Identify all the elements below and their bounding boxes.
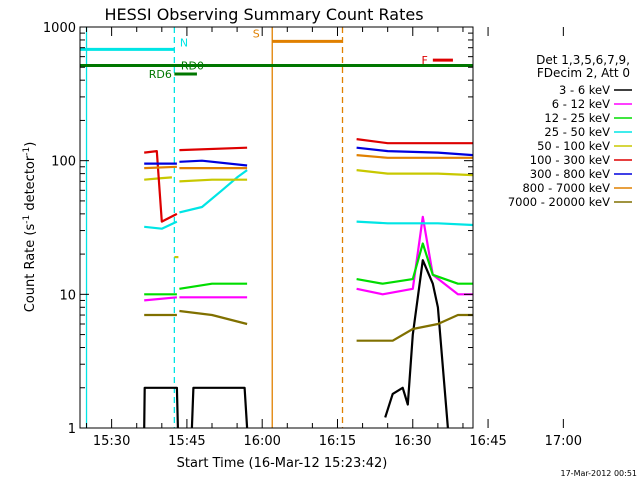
y-axis-label-prefix: Count Rate (s (23, 224, 38, 313)
series-6-segment-1 (179, 159, 248, 167)
series-6-segment-2 (356, 146, 474, 157)
series-0-segment-0 (143, 386, 179, 429)
series-2-segment-1 (179, 282, 248, 290)
legend-label-7: 800 - 7000 keV (522, 181, 610, 195)
legend-label-3: 25 - 50 keV (544, 125, 610, 139)
y-axis-label-end: ) (23, 142, 38, 147)
x-tick-label-3: 16:15 (319, 434, 356, 449)
x-tick-label-6: 17:00 (545, 434, 582, 449)
x-tick-label-5: 16:45 (469, 434, 506, 449)
legend-label-0: 3 - 6 keV (559, 83, 610, 97)
series-7-segment-0 (144, 165, 177, 170)
x-tick-label-1: 15:45 (168, 434, 205, 449)
y-tick-label-3: 1000 (43, 21, 76, 36)
series-7-segment-2 (356, 154, 473, 159)
legend-label-5: 100 - 300 keV (530, 153, 610, 167)
legend-label-8: 7000 - 20000 keV (508, 195, 610, 209)
series-2-segment-2 (356, 242, 473, 285)
y-tick-label-0: 1 (68, 422, 76, 437)
legend-label-1: 6 - 12 keV (552, 97, 610, 111)
series-3-segment-1 (179, 169, 248, 214)
legend-label-6: 300 - 800 keV (530, 167, 610, 181)
footer-timestamp: 17-Mar-2012 00:51 (561, 469, 638, 478)
x-tick-label-2: 16:00 (243, 434, 280, 449)
legend-label-2: 12 - 25 keV (544, 111, 610, 125)
flag-rd6-label: RD6 (149, 68, 172, 81)
flag-n-label: N (180, 36, 188, 49)
legend-header-0: Det 1,3,5,6,7,9, (536, 53, 630, 67)
series-1-segment-2 (356, 215, 473, 296)
series-8-segment-1 (179, 309, 248, 326)
series-3-segment-2 (356, 220, 474, 227)
flag-s-label: S (253, 27, 260, 40)
legend-label-4: 50 - 100 keV (537, 139, 610, 153)
y-axis-label-sup2: -1 (22, 147, 32, 156)
x-axis-label: Start Time (16-Mar-12 15:23:42) (177, 456, 388, 471)
series-4-segment-3 (356, 169, 474, 177)
y-tick-label-2: 100 (51, 155, 76, 170)
series-5-segment-1 (179, 146, 248, 152)
y-axis-label-suffix: detector (23, 155, 38, 215)
chart-title: HESSI Observing Summary Count Rates (104, 5, 423, 24)
y-axis-label-sup: -1 (22, 215, 32, 224)
series-0-segment-1 (190, 386, 249, 429)
series-5-segment-2 (356, 138, 473, 145)
y-axis-label: Count Rate (s-1 detector-1) (22, 142, 38, 313)
series-4-segment-0 (144, 176, 172, 181)
flag-rd0-label: RD0 (181, 60, 204, 73)
x-tick-label-0: 15:30 (93, 434, 130, 449)
series-5-segment-0 (144, 150, 178, 223)
plot-frame (79, 26, 474, 429)
flag-f-label: F (421, 54, 427, 67)
series-1-segment-0 (144, 296, 178, 302)
series-8-segment-2 (356, 313, 473, 342)
plot-content: N S F RD0 RD6 (80, 27, 474, 429)
series-3-segment-0 (144, 220, 178, 230)
series-0-segment-2 (384, 259, 449, 429)
axes: 1 10 100 1000 15:30 15:45 16:00 16:15 16:30 16:45… (43, 21, 582, 449)
y-tick-label-1: 10 (59, 288, 76, 303)
x-tick-label-4: 16:30 (394, 434, 431, 449)
series-4-segment-2 (179, 178, 248, 183)
legend: Det 1,3,5,6,7,9,FDecim 2, Att 0 3 - 6 keV… (508, 53, 632, 209)
legend-header-1: FDecim 2, Att 0 (537, 66, 630, 80)
